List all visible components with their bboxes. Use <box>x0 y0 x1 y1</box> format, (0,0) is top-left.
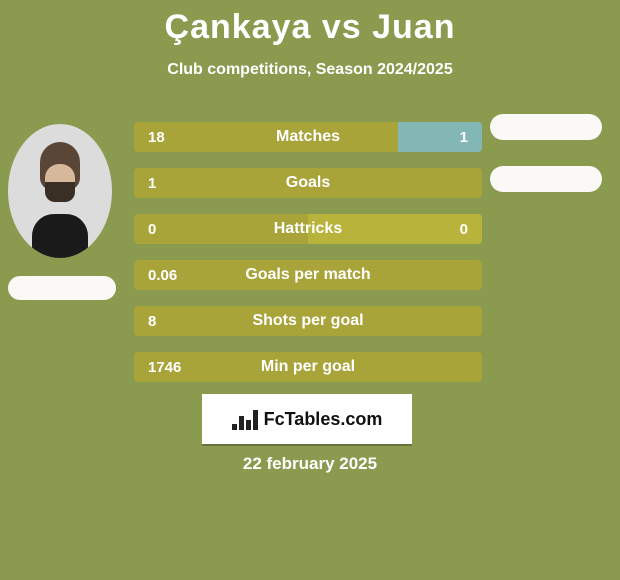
stat-left-seg: 18 <box>134 122 398 152</box>
player-right <box>490 114 602 192</box>
stat-bars: 181Matches10Goals00Hattricks0.06Goals pe… <box>134 122 482 398</box>
page-title: Çankaya vs Juan <box>0 0 620 47</box>
page-subtitle: Club competitions, Season 2024/2025 <box>0 61 620 79</box>
bar-chart-icon <box>232 408 258 430</box>
branding-text: FcTables.com <box>264 409 383 430</box>
stat-row: 8Shots per goal <box>134 306 482 336</box>
stat-right-value: 0 <box>446 221 482 238</box>
stat-row: 181Matches <box>134 122 482 152</box>
stat-left-value: 8 <box>134 313 170 330</box>
player-left-name-pill <box>8 276 116 300</box>
stat-right-value: 1 <box>446 129 482 146</box>
player-left <box>8 124 112 300</box>
stat-left-seg: 8 <box>134 306 482 336</box>
stat-left-value: 18 <box>134 129 179 146</box>
avatar-left <box>8 124 112 258</box>
stat-left-seg: 1746 <box>134 352 482 382</box>
stat-row: 1746Min per goal <box>134 352 482 382</box>
player-right-name-pill-1 <box>490 114 602 140</box>
stat-left-value: 1746 <box>134 359 195 376</box>
stat-right-seg: 1 <box>398 122 482 152</box>
stat-row: 00Hattricks <box>134 214 482 244</box>
stat-left-value: 0.06 <box>134 267 191 284</box>
stat-left-seg: 0.06 <box>134 260 482 290</box>
stat-left-value: 0 <box>134 221 170 238</box>
stat-row: 0.06Goals per match <box>134 260 482 290</box>
stat-left-value: 1 <box>134 175 170 192</box>
player-right-name-pill-2 <box>490 166 602 192</box>
date-label: 22 february 2025 <box>0 454 620 474</box>
stat-left-seg: 1 <box>134 168 482 198</box>
stat-left-seg: 0 <box>134 214 308 244</box>
stat-right-seg: 0 <box>308 214 482 244</box>
branding-box: FcTables.com <box>202 394 412 444</box>
stat-row: 10Goals <box>134 168 482 198</box>
